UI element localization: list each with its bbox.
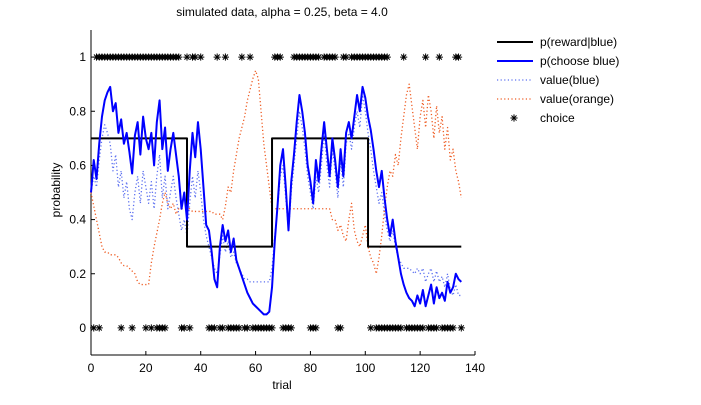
y-tick-label: 0 — [79, 321, 86, 335]
choice-marker — [454, 53, 463, 61]
choice-marker — [397, 324, 405, 332]
choice-marker — [238, 53, 246, 61]
choice-marker — [183, 53, 191, 61]
choice-marker — [219, 324, 227, 332]
x-axis-label: trial — [272, 378, 291, 392]
choice-marker — [457, 324, 465, 332]
choice-marker — [221, 53, 229, 61]
y-axis-label: probability — [49, 163, 63, 218]
choice-marker — [213, 53, 221, 61]
choice-marker — [337, 324, 345, 332]
choice-marker — [197, 53, 205, 61]
x-tick-label: 120 — [410, 361, 430, 375]
choice-marker — [433, 324, 441, 332]
x-ticks: 0 20 40 60 80 100 120 140 — [88, 351, 485, 375]
y-tick-label: 0.2 — [69, 267, 86, 281]
choice-marker — [419, 324, 427, 332]
choice-marker — [312, 324, 320, 332]
choice-marker — [246, 53, 254, 61]
y-tick-label: 0.8 — [69, 104, 86, 118]
choice-marker — [180, 324, 188, 332]
x-tick-label: 60 — [249, 361, 263, 375]
legend-label-p-reward-blue: p(reward|blue) — [540, 35, 617, 49]
value-orange-line — [90, 69, 462, 286]
p-choose-blue-line — [90, 85, 462, 316]
choice-marker — [191, 53, 199, 61]
choice-marker — [147, 324, 155, 332]
x-tick-label: 20 — [139, 361, 153, 375]
legend-swatch-choice — [510, 114, 518, 122]
choice-marker — [235, 324, 243, 332]
choice-marker — [287, 324, 295, 332]
legend-label-value-blue: value(blue) — [540, 73, 599, 87]
choice-marker — [243, 324, 251, 332]
legend-label-value-orange: value(orange) — [540, 92, 614, 106]
legend: p(reward|blue) p(choose blue) value(blue) v… — [497, 35, 619, 125]
x-tick-label: 40 — [194, 361, 208, 375]
x-tick-label: 0 — [88, 361, 95, 375]
choice-marker — [331, 53, 339, 61]
choice-marker — [210, 324, 219, 332]
legend-label-p-choose-blue: p(choose blue) — [540, 54, 619, 68]
choice-marker — [367, 324, 375, 332]
choice-marker — [161, 324, 169, 332]
x-tick-label: 100 — [355, 361, 375, 375]
choice-marker — [400, 53, 408, 61]
legend-label-choice: choice — [540, 111, 575, 125]
choice-marker — [435, 53, 443, 61]
series-layer — [90, 53, 465, 332]
choice-marker — [422, 53, 430, 61]
choice-marker — [128, 324, 136, 332]
choice-marker — [342, 53, 350, 61]
y-tick-label: 1 — [79, 50, 86, 64]
choice-marker — [142, 324, 150, 332]
choice-marker — [315, 53, 323, 61]
choice-marker — [276, 53, 284, 61]
y-tick-label: 0.6 — [69, 158, 86, 172]
y-tick-label: 0.4 — [69, 213, 86, 227]
x-tick-label: 140 — [465, 361, 485, 375]
x-tick-label: 80 — [304, 361, 318, 375]
chart-title: simulated data, alpha = 0.25, beta = 4.0 — [176, 5, 388, 19]
choice-markers — [90, 53, 465, 332]
choice-marker — [268, 324, 276, 332]
choice-marker — [117, 324, 125, 332]
p-reward-blue-line — [91, 137, 462, 248]
choice-marker — [90, 324, 98, 332]
choice-marker — [449, 324, 457, 332]
choice-marker — [95, 324, 103, 332]
choice-marker — [383, 53, 391, 61]
choice-marker — [175, 53, 183, 61]
axes: 0 20 40 60 80 100 120 140 0 0.2 0.4 0.6 0.8 1 — [69, 30, 485, 375]
choice-marker — [186, 324, 194, 332]
